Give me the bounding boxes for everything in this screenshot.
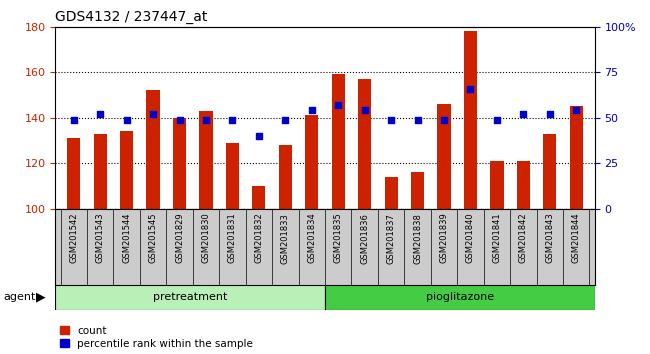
- Bar: [226, 143, 239, 209]
- Point: [465, 86, 476, 91]
- Text: GSM201841: GSM201841: [493, 213, 501, 263]
- Text: GSM201842: GSM201842: [519, 213, 528, 263]
- Bar: [146, 90, 160, 209]
- Text: GSM201844: GSM201844: [572, 213, 580, 263]
- Text: GSM201829: GSM201829: [175, 213, 184, 263]
- Bar: [569, 106, 583, 209]
- Point: [333, 102, 343, 108]
- Bar: [385, 177, 398, 209]
- Bar: [517, 161, 530, 209]
- Legend: count, percentile rank within the sample: count, percentile rank within the sample: [60, 326, 253, 349]
- Bar: [252, 186, 265, 209]
- Text: pretreatment: pretreatment: [153, 292, 228, 302]
- Bar: [173, 118, 186, 209]
- Bar: [305, 115, 318, 209]
- Text: GSM201833: GSM201833: [281, 213, 290, 263]
- Point: [545, 111, 555, 117]
- Text: GSM201830: GSM201830: [202, 213, 211, 263]
- Text: pioglitazone: pioglitazone: [426, 292, 494, 302]
- Point: [201, 117, 211, 122]
- Text: GSM201834: GSM201834: [307, 213, 317, 263]
- Text: GSM201837: GSM201837: [387, 213, 396, 263]
- Bar: [358, 79, 371, 209]
- Bar: [490, 161, 504, 209]
- Bar: [55, 285, 325, 310]
- Bar: [94, 134, 107, 209]
- Text: GSM201543: GSM201543: [96, 213, 105, 263]
- Text: GSM201542: GSM201542: [70, 213, 78, 263]
- Point: [307, 108, 317, 113]
- Text: GSM201840: GSM201840: [466, 213, 475, 263]
- Point: [122, 117, 132, 122]
- Point: [359, 108, 370, 113]
- Bar: [464, 31, 477, 209]
- Point: [68, 117, 79, 122]
- Text: GDS4132 / 237447_at: GDS4132 / 237447_at: [55, 10, 207, 24]
- Bar: [332, 74, 345, 209]
- Text: GSM201832: GSM201832: [254, 213, 263, 263]
- Point: [95, 111, 105, 117]
- Text: GSM201843: GSM201843: [545, 213, 554, 263]
- Point: [148, 111, 159, 117]
- Point: [386, 117, 396, 122]
- Text: GSM201836: GSM201836: [360, 213, 369, 263]
- Point: [174, 117, 185, 122]
- Text: GSM201545: GSM201545: [149, 213, 157, 263]
- Text: ▶: ▶: [36, 291, 46, 304]
- Bar: [279, 145, 292, 209]
- Point: [280, 117, 291, 122]
- Text: GSM201838: GSM201838: [413, 213, 422, 263]
- Bar: [325, 285, 595, 310]
- Point: [518, 111, 528, 117]
- Text: GSM201839: GSM201839: [439, 213, 448, 263]
- Point: [571, 108, 582, 113]
- Text: GSM201835: GSM201835: [333, 213, 343, 263]
- Point: [227, 117, 238, 122]
- Text: agent: agent: [3, 292, 36, 302]
- Bar: [67, 138, 81, 209]
- Point: [254, 133, 264, 139]
- Bar: [543, 134, 556, 209]
- Point: [439, 117, 449, 122]
- Bar: [120, 131, 133, 209]
- Point: [491, 117, 502, 122]
- Bar: [437, 104, 450, 209]
- Bar: [200, 111, 213, 209]
- Text: GSM201544: GSM201544: [122, 213, 131, 263]
- Bar: [411, 172, 424, 209]
- Text: GSM201831: GSM201831: [228, 213, 237, 263]
- Point: [412, 117, 423, 122]
